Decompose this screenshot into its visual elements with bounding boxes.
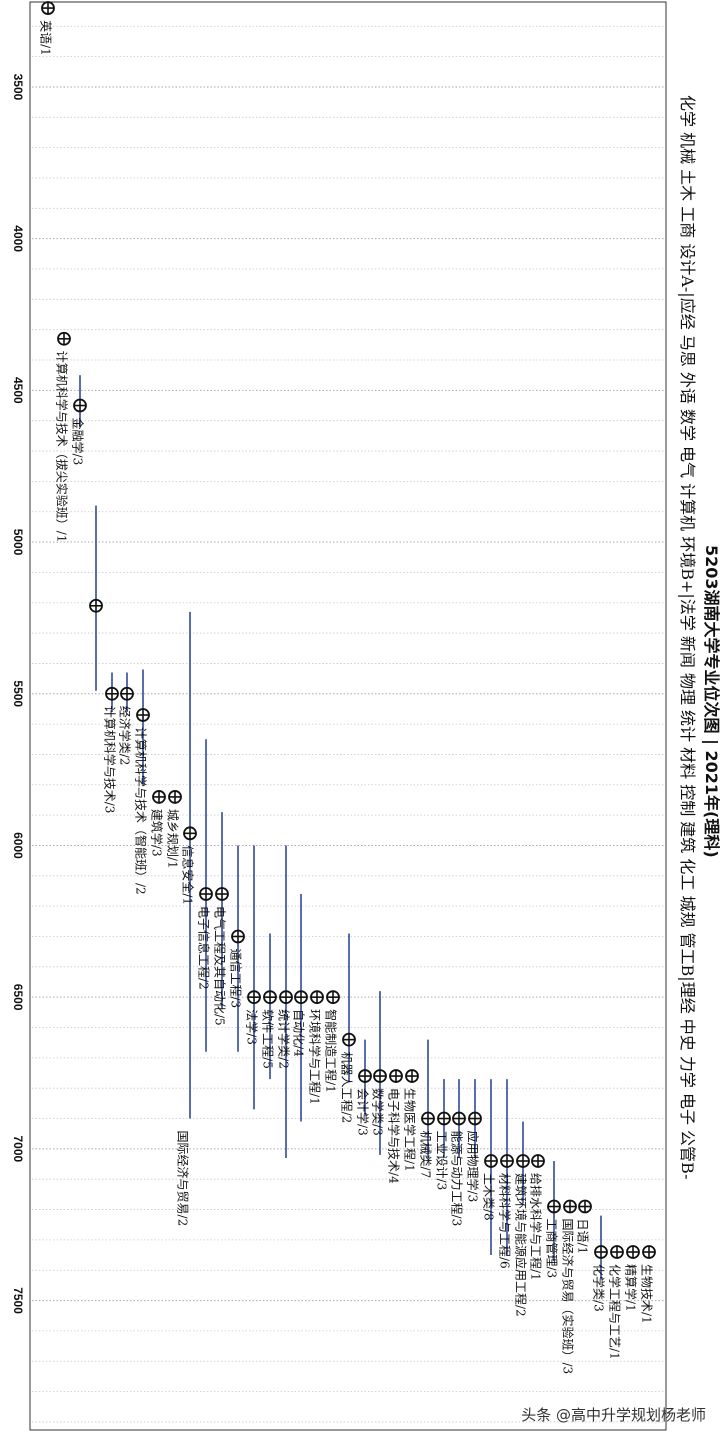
tick-label: 6500 [11,984,25,1011]
tick-label: 5500 [11,680,25,707]
data-label: 化学工程与工艺/1 [608,1264,623,1360]
data-label: 信息安全/1 [181,845,196,905]
data-label: 国际经济与贸易/2 [176,1131,191,1227]
chart-title: 5203湖南大学专业位次图 | 2021年(理科) [701,545,720,858]
data-label: 电子科学与技术/4 [387,1088,402,1184]
data-label: 环境科学与工程/1 [308,1009,323,1105]
watermark: 头条 @高中升学规划杨老师 [521,1406,706,1424]
data-label: 智能制造工程/1 [324,1009,339,1093]
data-label: 通信工程/3 [229,948,244,1008]
data-label: 英语/1 [39,20,53,56]
data-label: 法学/3 [245,1009,260,1045]
data-label: 建筑学/3 [150,809,165,857]
data-label: 材料科学与工程/6 [498,1173,513,1269]
grid-lines [32,25,664,1423]
data-labels: 英语/1 计算机科学与技术（拔尖实验班）/1 金融学/3 计算机科学与技术/3 经济学类… [39,20,654,1374]
tick-label: 7000 [11,1136,25,1163]
data-label: 精算学/1 [624,1264,639,1312]
tick-label: 3500 [11,74,25,101]
data-markers [41,1,656,1259]
data-label: 会计学/3 [356,1088,371,1136]
data-label: 数学类/3 [371,1088,386,1136]
tick-label: 5000 [11,529,25,556]
data-label: 土木类/8 [482,1173,496,1221]
data-label: 经济学类/2 [118,706,133,766]
data-label: 工业设计/3 [435,1131,449,1191]
data-label: 计算机科学与技术（拔尖实验班）/1 [55,351,70,543]
data-label: 软件工程/5 [261,1009,276,1069]
data-label: 给排水科学与工程/1 [529,1173,544,1281]
data-label: 机械类/7 [419,1131,434,1179]
data-label: 应用物理学/3 [466,1131,481,1203]
data-label: 自动化/4 [292,1009,306,1057]
plot-frame [29,1,667,1431]
data-label: 工商管理/3 [545,1219,560,1279]
data-label: 电气工程及其自动化/5 [213,906,228,1026]
data-label: 化学类/3 [592,1264,607,1312]
data-label: 电子信息工程/2 [197,906,212,990]
axis-ticks: 3500 4000 4500 5000 5500 6000 6500 7000 7500 [11,74,25,1315]
data-label: 建筑环境与能源应用工程/2 [514,1173,529,1317]
chart-subtitle: 化学 机械 土木 工商 设计A-|应经 马思 外语 数学 电气 计算机 环境B+… [678,95,697,1180]
data-label: 国际经济与贸易（实验班）/3 [561,1219,576,1375]
data-label: 能源与动力工程/3 [450,1131,465,1227]
data-label: 机器人工程/2 [340,1052,355,1124]
data-label: 城乡规划/1 [166,809,181,869]
tick-label: 7500 [11,1287,25,1314]
data-label: 计算机科学与技术/3 [103,706,118,814]
tick-label: 6000 [11,832,25,859]
data-label: 日语/1 [576,1219,590,1255]
tick-label: 4000 [11,225,25,252]
data-label: 生物技术/1 [640,1264,654,1324]
data-label: 金融学/3 [71,418,86,466]
tick-label: 4500 [11,377,25,404]
data-label: 生物医学工程/1 [403,1088,418,1172]
data-label: 统计学类/2 [277,1009,292,1069]
data-label: 计算机科学与技术（智能班）/2 [134,727,149,895]
